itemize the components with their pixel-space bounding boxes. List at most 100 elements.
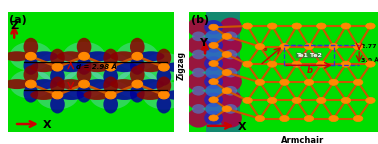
- Ellipse shape: [23, 85, 38, 103]
- Ellipse shape: [187, 36, 210, 55]
- Circle shape: [255, 115, 265, 122]
- Circle shape: [222, 70, 231, 76]
- Circle shape: [132, 52, 143, 60]
- Circle shape: [267, 61, 277, 67]
- Circle shape: [304, 44, 314, 50]
- Ellipse shape: [116, 70, 159, 99]
- Circle shape: [26, 80, 36, 88]
- Text: (a): (a): [9, 15, 27, 25]
- Ellipse shape: [219, 36, 242, 55]
- Ellipse shape: [192, 68, 205, 77]
- Ellipse shape: [63, 70, 105, 99]
- Ellipse shape: [103, 95, 118, 113]
- Ellipse shape: [23, 57, 38, 75]
- Circle shape: [292, 23, 302, 29]
- Circle shape: [341, 61, 351, 67]
- Ellipse shape: [138, 51, 164, 61]
- Ellipse shape: [77, 85, 91, 103]
- Ellipse shape: [156, 76, 171, 95]
- Ellipse shape: [63, 42, 105, 71]
- Ellipse shape: [192, 104, 205, 114]
- Ellipse shape: [103, 68, 118, 86]
- Ellipse shape: [187, 90, 210, 109]
- Ellipse shape: [205, 67, 222, 79]
- Ellipse shape: [143, 80, 185, 109]
- Ellipse shape: [77, 38, 91, 56]
- Circle shape: [222, 88, 231, 94]
- Circle shape: [222, 51, 231, 57]
- Ellipse shape: [219, 54, 242, 73]
- Circle shape: [366, 61, 375, 67]
- Text: Armchair: Armchair: [281, 137, 324, 144]
- Ellipse shape: [219, 72, 242, 91]
- Ellipse shape: [164, 62, 191, 72]
- Ellipse shape: [30, 90, 57, 100]
- Ellipse shape: [156, 49, 171, 67]
- Ellipse shape: [89, 53, 132, 82]
- Circle shape: [52, 91, 63, 99]
- Circle shape: [292, 97, 302, 103]
- Circle shape: [255, 79, 265, 85]
- Ellipse shape: [58, 90, 85, 100]
- Circle shape: [209, 60, 218, 67]
- Ellipse shape: [224, 50, 237, 59]
- Ellipse shape: [31, 79, 58, 89]
- Ellipse shape: [77, 57, 91, 75]
- Circle shape: [341, 23, 351, 29]
- Ellipse shape: [130, 57, 145, 75]
- Circle shape: [304, 79, 314, 85]
- Text: 3.0 Å: 3.0 Å: [361, 58, 378, 63]
- Ellipse shape: [205, 103, 222, 115]
- Bar: [206, 12, 240, 132]
- Ellipse shape: [85, 79, 111, 89]
- Ellipse shape: [89, 80, 132, 109]
- Ellipse shape: [58, 62, 85, 72]
- Text: X: X: [42, 120, 51, 130]
- Text: 2.77 Å: 2.77 Å: [361, 44, 378, 49]
- Ellipse shape: [57, 51, 84, 61]
- Ellipse shape: [85, 51, 111, 61]
- Ellipse shape: [137, 62, 163, 72]
- Circle shape: [316, 23, 326, 29]
- Circle shape: [159, 91, 169, 99]
- Ellipse shape: [192, 86, 205, 96]
- Circle shape: [267, 23, 277, 29]
- Ellipse shape: [219, 90, 242, 109]
- Circle shape: [280, 44, 289, 50]
- Circle shape: [159, 63, 169, 71]
- Ellipse shape: [84, 62, 110, 72]
- Ellipse shape: [224, 86, 237, 96]
- Circle shape: [316, 61, 326, 67]
- Circle shape: [209, 24, 218, 30]
- Circle shape: [341, 97, 351, 103]
- Ellipse shape: [204, 20, 223, 35]
- Circle shape: [267, 97, 277, 103]
- Circle shape: [316, 97, 326, 103]
- Ellipse shape: [130, 66, 145, 84]
- Ellipse shape: [9, 70, 52, 99]
- Ellipse shape: [111, 90, 138, 100]
- Ellipse shape: [187, 72, 210, 91]
- Ellipse shape: [103, 49, 118, 67]
- Circle shape: [280, 79, 289, 85]
- Circle shape: [209, 97, 218, 103]
- Circle shape: [209, 115, 218, 121]
- Ellipse shape: [36, 80, 79, 109]
- Circle shape: [222, 33, 231, 39]
- Ellipse shape: [23, 66, 38, 84]
- Text: Te1 Te2: Te1 Te2: [296, 53, 322, 58]
- Ellipse shape: [130, 38, 145, 56]
- Circle shape: [243, 23, 253, 29]
- Ellipse shape: [156, 68, 171, 86]
- Ellipse shape: [156, 95, 171, 113]
- Ellipse shape: [204, 74, 223, 89]
- Circle shape: [366, 23, 375, 29]
- Ellipse shape: [4, 51, 30, 61]
- Ellipse shape: [130, 85, 145, 103]
- Circle shape: [52, 63, 63, 71]
- Text: Zigzag: Zigzag: [177, 51, 186, 80]
- Ellipse shape: [138, 79, 164, 89]
- Ellipse shape: [9, 42, 52, 71]
- Ellipse shape: [31, 51, 58, 61]
- Circle shape: [209, 79, 218, 85]
